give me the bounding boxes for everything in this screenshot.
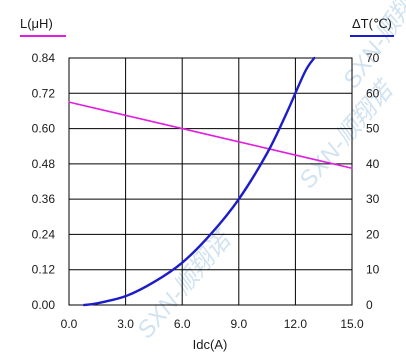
x-tick-label: 0.0 — [61, 317, 78, 331]
right-tick-label: 70 — [366, 51, 380, 65]
left-axis-title: L(μH) — [20, 16, 53, 31]
tick-labels: 0.0 3.0 6.0 9.0 12.0 15.0 0.00 0 0.12 10 0.24 20 0.3… — [32, 51, 380, 331]
x-tick-label: 3.0 — [117, 317, 134, 331]
x-axis-title: Idc(A) — [193, 337, 228, 352]
x-tick-label: 6.0 — [174, 317, 191, 331]
x-tick-label: 15.0 — [340, 317, 364, 331]
plot-frame — [68, 57, 353, 306]
watermark-text: SXN-顺翔诺 — [338, 0, 406, 93]
axis-titles: L(μH) ΔT(℃) Idc(A) — [20, 16, 394, 352]
x-tick-label: 9.0 — [230, 317, 247, 331]
watermark-text: SXN-顺翔诺 — [294, 74, 400, 193]
left-tick-label: 0.00 — [32, 298, 56, 312]
right-tick-label: 0 — [366, 298, 373, 312]
left-tick-label: 0.12 — [32, 263, 56, 277]
inductance-series-line — [68, 101, 353, 170]
watermark-layer: SXN-顺翔诺 SXN-顺翔诺 SXN-顺翔诺 — [132, 0, 406, 344]
series-layer — [68, 56, 353, 307]
left-tick-label: 0.60 — [32, 122, 56, 136]
right-axis-title: ΔT(℃) — [352, 16, 392, 31]
right-tick-label: 30 — [366, 192, 380, 206]
x-tick-label: 12.0 — [284, 317, 308, 331]
right-tick-label: 20 — [366, 227, 380, 241]
temperature-rise-series-line — [82, 56, 316, 307]
left-tick-label: 0.36 — [32, 192, 56, 206]
left-tick-label: 0.24 — [32, 227, 56, 241]
left-tick-label: 0.48 — [32, 157, 56, 171]
left-tick-label: 0.72 — [32, 86, 56, 100]
right-tick-label: 50 — [366, 122, 380, 136]
right-tick-label: 40 — [366, 157, 380, 171]
right-tick-label: 60 — [366, 86, 380, 100]
right-tick-label: 10 — [366, 263, 380, 277]
left-tick-label: 0.84 — [32, 51, 56, 65]
